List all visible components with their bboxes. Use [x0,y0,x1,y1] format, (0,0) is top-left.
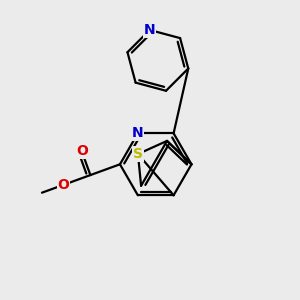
Text: O: O [76,144,88,158]
Text: N: N [144,23,155,37]
Text: O: O [58,178,69,192]
Text: S: S [133,147,143,161]
Text: N: N [132,126,144,140]
